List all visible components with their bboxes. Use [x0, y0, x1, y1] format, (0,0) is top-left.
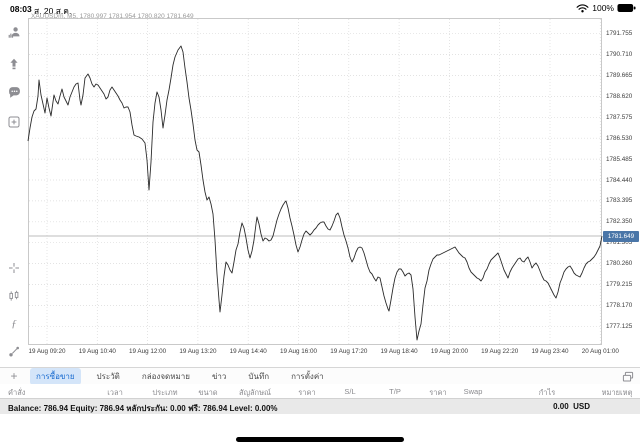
time-tick-label: 20 Aug 01:00	[581, 348, 619, 355]
time-tick-label: 19 Aug 23:40	[531, 348, 569, 355]
tab-5[interactable]: การตั้งค่า	[291, 371, 324, 381]
price-tick-label: 1789.665	[606, 72, 633, 79]
account-bar: Balance: 786.94 Equity: 786.94 หลักประกั…	[0, 398, 640, 414]
tab-2[interactable]: กล่องจดหมาย	[141, 371, 190, 381]
price-tick-label: 1779.215	[606, 281, 633, 288]
tab-1[interactable]: ประวัติ	[96, 371, 120, 381]
price-tick-label: 1783.395	[606, 197, 633, 205]
plus-icon[interactable]: +	[10, 368, 18, 383]
price-tick-label: 1790.710	[606, 51, 633, 59]
price-tick-label: 1777.125	[606, 322, 633, 330]
price-tick-label: 1778.170	[606, 301, 633, 309]
column-header: กำไร	[538, 388, 556, 397]
left-toolbar: ƒ M5	[0, 18, 28, 379]
wifi-icon	[576, 3, 589, 13]
tab-4[interactable]: บันทึก	[248, 371, 270, 381]
price-axis: 1791.755 1790.710 1789.665 1788.620 1787.575…	[602, 18, 640, 358]
chart-info-line: XAUUSDm, M5, 1780.997 1781.954 1780.820 …	[31, 13, 194, 20]
new-order-icon[interactable]	[0, 112, 28, 132]
quotes-icon[interactable]	[0, 22, 28, 42]
time-tick-label: 19 Aug 09:20	[28, 348, 66, 355]
time-tick-label: 19 Aug 18:40	[380, 348, 418, 355]
column-header: S/L	[344, 387, 356, 396]
price-tick-label: 1781.305	[606, 239, 633, 247]
chart-plot-area[interactable]	[28, 18, 602, 345]
status-date: ส. 20 ส.ค.	[34, 6, 72, 16]
battery-icon	[617, 3, 636, 13]
price-tick-label: 1791.755	[606, 30, 633, 38]
column-header: คำสั่ง	[8, 388, 26, 397]
column-header: ประเภท	[152, 388, 178, 397]
tab-3[interactable]: ข่าว	[211, 371, 227, 381]
status-time: 08:03	[10, 4, 32, 14]
windows-layout-icon[interactable]	[622, 371, 634, 383]
time-tick-label: 19 Aug 12:00	[129, 348, 167, 355]
battery-percent: 100%	[592, 3, 614, 13]
price-tick-label: 1787.575	[606, 113, 633, 121]
positions-table-header: คำสั่ง เวลา ประเภท ขนาด สัญลักษณ์ ราคา S/L T/P ร…	[0, 384, 640, 399]
candlestick-icon[interactable]	[0, 286, 28, 306]
column-header: ราคา	[298, 388, 316, 397]
column-header: Swap	[463, 387, 483, 396]
time-tick-label: 19 Aug 10:40	[78, 348, 116, 355]
price-tick-label: 1785.485	[606, 155, 633, 163]
column-header: เวลา	[107, 388, 123, 397]
indicators-icon[interactable]: ƒ	[11, 318, 17, 330]
crosshair-icon[interactable]	[0, 258, 28, 278]
account-summary: Balance: 786.94 Equity: 786.94 หลักประกั…	[8, 404, 278, 413]
current-price-badge: 1781.649	[603, 230, 639, 242]
time-tick-label: 19 Aug 22:20	[481, 348, 519, 355]
time-tick-label: 19 Aug 14:40	[229, 348, 267, 355]
bottom-tab-bar: + การซื้อขาย ประวัติ กล่องจดหมาย ข่าว บันทึก…	[0, 367, 640, 385]
time-tick-label: 19 Aug 17:20	[330, 348, 368, 355]
account-total: 0.00 USD	[553, 402, 590, 411]
column-header: T/P	[389, 387, 401, 396]
price-tick-label: 1780.260	[606, 260, 633, 268]
trade-icon[interactable]	[0, 54, 28, 74]
price-tick-label: 1788.620	[606, 92, 633, 100]
status-bar: 08:03 ส. 20 ส.ค. 100%	[0, 0, 640, 18]
chat-icon[interactable]	[0, 82, 28, 102]
column-header: หมายเหตุ	[601, 388, 633, 397]
time-tick-label: 19 Aug 16:00	[279, 348, 318, 355]
price-tick-label: 1784.440	[606, 176, 633, 184]
time-axis: 19 Aug 09:20 19 Aug 10:40 19 Aug 12:00 19 A…	[0, 346, 640, 358]
column-header: ราคา	[429, 388, 447, 397]
tab-0[interactable]: การซื้อขาย	[30, 367, 81, 385]
price-tick-label: 1782.350	[606, 218, 633, 226]
home-indicator[interactable]	[236, 437, 404, 442]
price-tick-label: 1786.530	[606, 134, 633, 142]
column-header: สัญลักษณ์	[238, 388, 272, 397]
time-tick-label: 19 Aug 20:00	[430, 348, 468, 355]
time-tick-label: 19 Aug 13:20	[179, 348, 217, 355]
column-header: ขนาด	[198, 388, 218, 397]
tab-list: การซื้อขาย ประวัติ กล่องจดหมาย ข่าว บันทึก กา…	[30, 367, 330, 385]
objects-icon[interactable]	[0, 342, 28, 362]
